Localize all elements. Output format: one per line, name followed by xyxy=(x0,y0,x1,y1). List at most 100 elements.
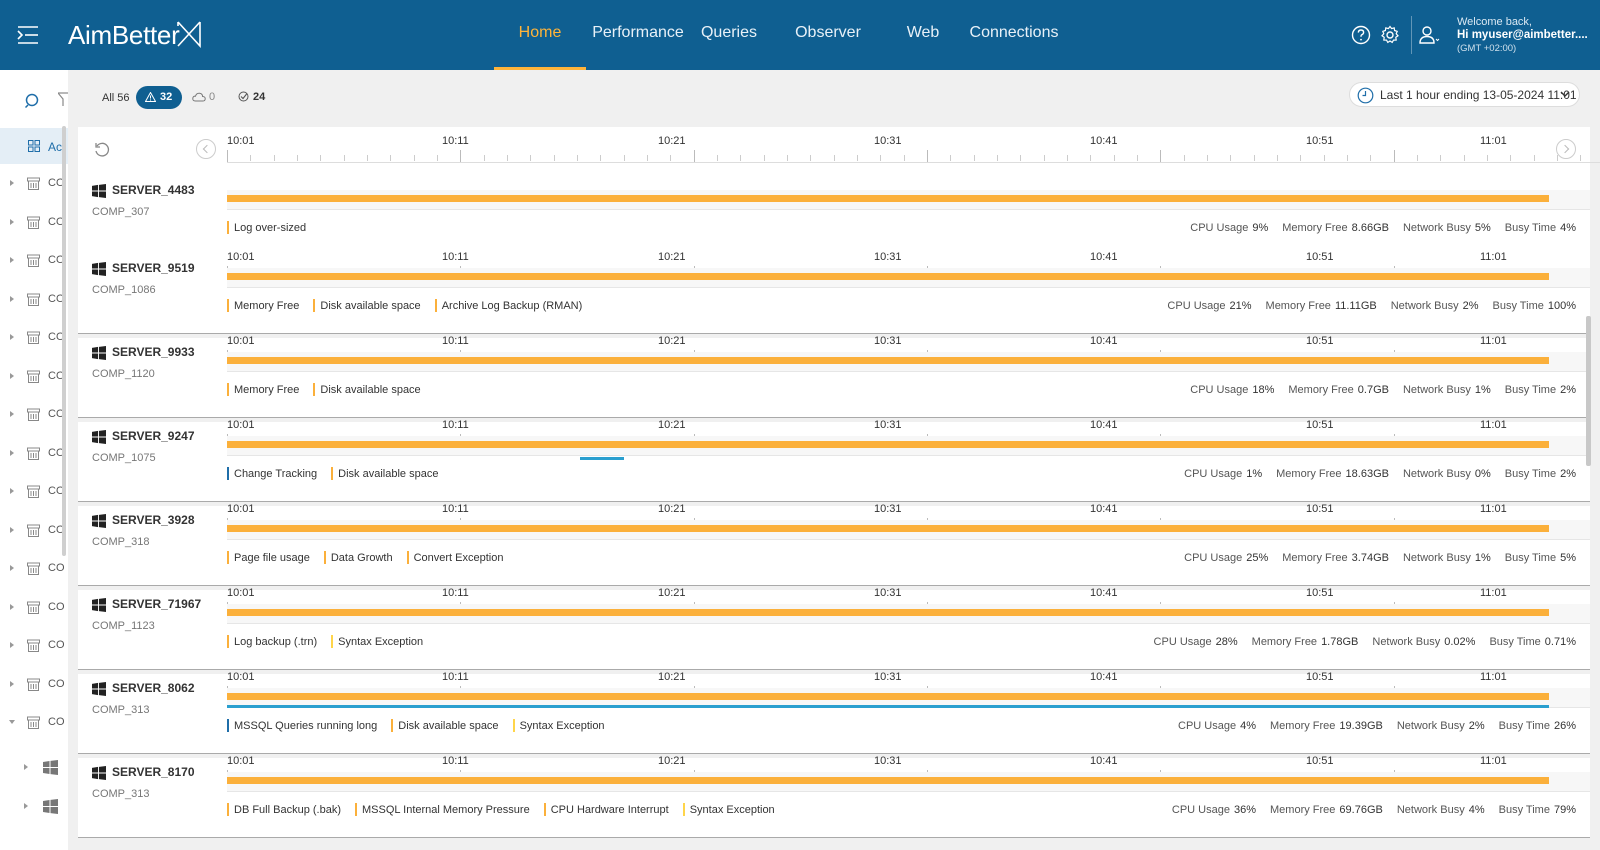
alert-tag[interactable]: DB Full Backup (.bak) xyxy=(227,803,341,816)
axis-tick-label: 10:21 xyxy=(658,135,686,147)
expand-arrow-icon[interactable] xyxy=(10,411,14,417)
nav-connections[interactable]: Connections xyxy=(969,24,1059,41)
alert-tag[interactable]: MSSQL Queries running long xyxy=(227,719,377,732)
alert-tag[interactable]: Disk available space xyxy=(391,719,499,732)
server-name[interactable]: SERVER_8170 xyxy=(112,765,195,779)
expand-arrow-icon[interactable] xyxy=(10,604,14,610)
expand-arrow-icon[interactable] xyxy=(10,642,14,648)
sidebar-item-company[interactable]: CO xyxy=(0,550,68,589)
expand-arrow-icon[interactable] xyxy=(9,720,15,724)
axis-tick xyxy=(624,155,625,161)
sidebar-item-company[interactable]: CO xyxy=(0,473,68,512)
event-marker[interactable] xyxy=(580,457,624,460)
server-status-bar[interactable] xyxy=(227,777,1549,784)
alert-tag[interactable]: Memory Free xyxy=(227,383,299,396)
server-list-scrollbar[interactable] xyxy=(1586,316,1591,466)
server-name[interactable]: SERVER_71967 xyxy=(112,597,202,611)
nav-queries[interactable]: Queries xyxy=(700,24,758,41)
menu-toggle-icon[interactable] xyxy=(16,24,40,46)
search-icon[interactable] xyxy=(24,92,42,110)
alert-tag[interactable]: CPU Hardware Interrupt xyxy=(543,803,669,816)
sidebar-item-company[interactable]: CO xyxy=(0,204,68,243)
alert-tag[interactable]: Convert Exception xyxy=(406,551,503,564)
user-avatar-icon[interactable] xyxy=(1418,24,1440,46)
settings-gear-icon[interactable] xyxy=(1379,24,1401,46)
nav-performance[interactable]: Performance xyxy=(592,24,684,41)
sidebar-item-company[interactable]: CO xyxy=(0,165,68,204)
server-name[interactable]: SERVER_9519 xyxy=(112,261,195,275)
filter-ok[interactable]: 24 xyxy=(238,91,265,103)
event-marker[interactable] xyxy=(227,705,1549,708)
server-status-bar[interactable] xyxy=(227,273,1549,280)
server-status-bar[interactable] xyxy=(227,441,1549,448)
sidebar-item-company[interactable]: CO xyxy=(0,666,68,705)
alert-tag[interactable]: Disk available space xyxy=(313,299,421,312)
alert-tag[interactable]: Disk available space xyxy=(313,383,421,396)
alert-tag[interactable]: Syntax Exception xyxy=(331,635,423,648)
expand-arrow-icon[interactable] xyxy=(10,219,14,225)
alert-tag[interactable]: Disk available space xyxy=(331,467,438,480)
sidebar-item-company[interactable]: CO xyxy=(0,396,68,435)
sidebar-subitem-server[interactable] xyxy=(0,788,68,827)
expand-arrow-icon[interactable] xyxy=(10,565,14,571)
server-status-bar[interactable] xyxy=(227,693,1549,700)
server-status-bar[interactable] xyxy=(227,525,1549,532)
sidebar-item-company[interactable]: CO xyxy=(0,704,68,743)
nav-home[interactable]: Home xyxy=(494,0,586,70)
nav-web[interactable]: Web xyxy=(906,24,940,41)
alert-tag[interactable]: Syntax Exception xyxy=(512,719,605,732)
expand-arrow-icon[interactable] xyxy=(10,296,14,302)
sidebar-item-company[interactable]: CO xyxy=(0,435,68,474)
user-welcome[interactable]: Welcome back, Hi myuser@aimbetter.... (G… xyxy=(1457,16,1588,55)
sidebar-subitem-server[interactable] xyxy=(0,749,68,788)
server-name[interactable]: SERVER_3928 xyxy=(112,513,195,527)
sidebar-item-company[interactable]: CO xyxy=(0,358,68,397)
nav-observer[interactable]: Observer xyxy=(795,24,861,41)
expand-arrow-icon[interactable] xyxy=(10,527,14,533)
sidebar-scrollbar[interactable] xyxy=(62,126,66,556)
server-status-bar[interactable] xyxy=(227,609,1549,616)
time-range-picker[interactable]: Last 1 hour ending 13-05-2024 11:01 xyxy=(1349,82,1580,107)
server-name[interactable]: SERVER_9247 xyxy=(112,429,195,443)
filter-icon[interactable] xyxy=(58,90,68,108)
alert-tag[interactable]: Archive Log Backup (RMAN) xyxy=(434,299,582,312)
sidebar-item-company[interactable]: CO xyxy=(0,512,68,551)
alert-tag[interactable]: Syntax Exception xyxy=(682,803,775,816)
refresh-icon[interactable] xyxy=(93,141,111,159)
expand-arrow-icon[interactable] xyxy=(10,681,14,687)
sidebar-item-company[interactable]: CO xyxy=(0,281,68,320)
alert-tag[interactable]: Log backup (.trn) xyxy=(227,635,317,648)
help-icon[interactable] xyxy=(1350,24,1372,46)
filter-all[interactable]: All 56 xyxy=(102,92,130,104)
alert-tag[interactable]: Log over-sized xyxy=(227,221,306,234)
server-name[interactable]: SERVER_8062 xyxy=(112,681,195,695)
expand-arrow-icon[interactable] xyxy=(10,488,14,494)
expand-arrow-icon[interactable] xyxy=(10,450,14,456)
alert-tag[interactable]: Memory Free xyxy=(227,299,299,312)
timeline-prev-button[interactable] xyxy=(196,139,216,159)
alert-tag[interactable]: Change Tracking xyxy=(227,467,317,480)
axis-tick-label: 10:31 xyxy=(874,419,902,431)
expand-arrow-icon[interactable] xyxy=(10,373,14,379)
app-logo[interactable]: AimBetter xyxy=(68,20,180,50)
server-name[interactable]: SERVER_4483 xyxy=(112,183,195,197)
expand-arrow-icon[interactable] xyxy=(24,803,28,809)
sidebar-item-company[interactable]: CO xyxy=(0,319,68,358)
expand-arrow-icon[interactable] xyxy=(10,334,14,340)
timeline-next-button[interactable] xyxy=(1556,139,1576,159)
alert-tag[interactable]: Data Growth xyxy=(323,551,393,564)
filter-cloud[interactable]: 0 xyxy=(192,91,215,103)
server-status-bar[interactable] xyxy=(227,195,1549,202)
expand-arrow-icon[interactable] xyxy=(10,180,14,186)
sidebar-item-company[interactable]: CO xyxy=(0,589,68,628)
sidebar-item-company[interactable]: CO xyxy=(0,627,68,666)
expand-arrow-icon[interactable] xyxy=(10,257,14,263)
alert-tag[interactable]: Page file usage xyxy=(227,551,310,564)
filter-alerts[interactable]: 32 xyxy=(136,86,182,109)
sidebar-item-all-servers[interactable]: Ac xyxy=(0,128,68,164)
server-name[interactable]: SERVER_9933 xyxy=(112,345,195,359)
server-status-bar[interactable] xyxy=(227,357,1549,364)
sidebar-item-company[interactable]: CO xyxy=(0,242,68,281)
expand-arrow-icon[interactable] xyxy=(24,764,28,770)
alert-tag[interactable]: MSSQL Internal Memory Pressure xyxy=(354,803,530,816)
